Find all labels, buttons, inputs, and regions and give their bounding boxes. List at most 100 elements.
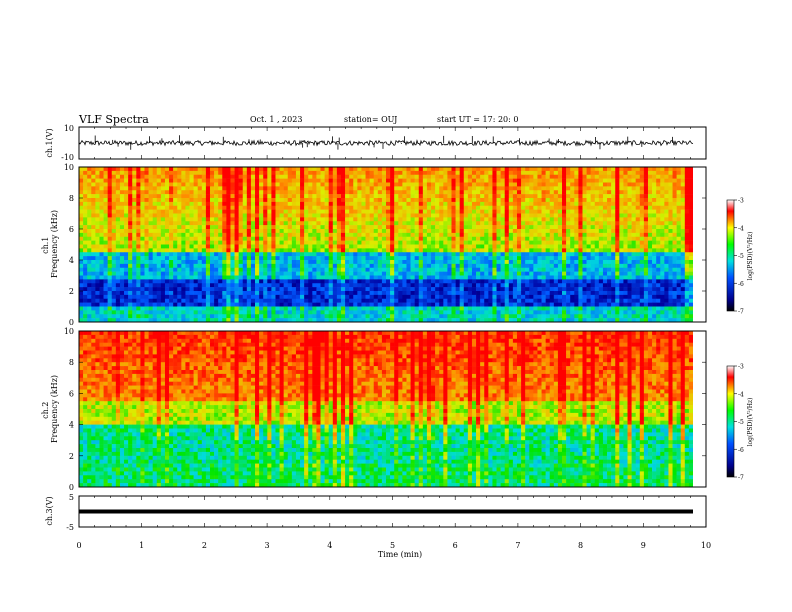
spectrogram-cell: [369, 217, 375, 222]
spectrogram-cell: [414, 201, 420, 207]
spectrogram-cell: [553, 221, 559, 226]
spectrogram-cell: [447, 213, 452, 218]
spectrogram-cell: [402, 186, 407, 191]
spectrogram-cell: [119, 170, 125, 176]
spectrogram-cell: [676, 167, 682, 172]
spectrogram-cell: [377, 194, 383, 199]
spectrogram-cell: [361, 225, 366, 230]
spectrogram-cell: [431, 240, 436, 245]
spectrogram-cell: [189, 229, 194, 234]
spectrogram-cell: [300, 221, 305, 226]
spectrogram-cell: [124, 213, 129, 218]
spectrogram-cell: [230, 248, 235, 253]
spectrogram-cell: [148, 283, 153, 288]
spectrogram-cell: [140, 279, 145, 284]
spectrogram-cell: [459, 287, 465, 292]
spectrogram-cell: [414, 182, 420, 187]
spectrogram-cell: [189, 170, 194, 176]
spectrogram-cell: [267, 283, 272, 288]
spectrogram-cell: [426, 205, 432, 210]
spectrogram-cell: [668, 252, 673, 257]
spectrogram-cell: [557, 248, 563, 253]
spectrogram-cell: [418, 252, 424, 257]
spectrogram-cell: [635, 217, 641, 222]
spectrogram-cell: [103, 256, 108, 261]
spectrogram-cell: [635, 182, 641, 187]
spectrogram-cell: [455, 263, 460, 269]
spectrogram-cell: [656, 170, 661, 176]
spectrogram-cell: [570, 201, 575, 207]
spectrogram-cell: [91, 221, 96, 226]
spectrogram-cell: [660, 275, 665, 280]
spectrogram-cell: [602, 205, 608, 210]
spectrogram-cell: [435, 170, 440, 176]
spectrogram-cell: [128, 248, 133, 253]
spectrogram-cell: [443, 229, 448, 234]
spectrogram-cell: [680, 263, 686, 269]
spectrogram-cell: [664, 232, 669, 238]
spectrogram-cell: [209, 279, 215, 284]
spectrogram-cell: [418, 267, 424, 272]
spectrogram-cell: [508, 279, 514, 284]
spectrogram-cell: [664, 178, 669, 183]
spectrogram-cell: [365, 256, 370, 261]
spectrogram-cell: [521, 244, 526, 249]
spectrogram-cell: [459, 256, 465, 261]
spectrogram-cell: [291, 236, 297, 241]
spectrogram-cell: [590, 182, 596, 187]
spectrogram-cell: [684, 194, 690, 199]
spectrogram-cell: [582, 190, 587, 195]
spectrogram-cell: [345, 225, 350, 230]
spectrogram-cell: [381, 225, 387, 230]
spectrogram-cell: [173, 209, 178, 214]
spectrogram-cell: [496, 263, 501, 269]
spectrogram-cell: [570, 225, 575, 230]
spectrogram-cell: [373, 283, 379, 288]
spectrogram-cell: [582, 279, 587, 284]
spectrogram-cell: [156, 244, 162, 249]
spectrogram-cell: [431, 279, 436, 284]
spectrogram-cell: [598, 244, 604, 249]
spectrogram-cell: [664, 279, 669, 284]
spectrogram-cell: [381, 205, 387, 210]
spectrogram-cell: [398, 287, 403, 292]
spectrogram-cell: [656, 240, 661, 245]
spectrogram-cell: [504, 260, 510, 265]
spectrogram-cell: [320, 260, 325, 265]
spectrogram-cell: [463, 229, 469, 234]
spectrogram-cell: [132, 252, 137, 257]
spectrogram-cell: [218, 279, 223, 284]
spectrogram-cell: [353, 248, 358, 253]
spectrogram-cell: [287, 291, 293, 296]
spectrogram-cell: [246, 236, 252, 241]
spectrogram-cell: [627, 252, 632, 257]
spectrogram-cell: [467, 240, 473, 245]
spectrogram-cell: [647, 279, 653, 284]
spectrogram-cell: [607, 279, 612, 284]
spectrogram-cell: [545, 267, 551, 272]
spectrogram-cell: [578, 174, 583, 179]
spectrogram-cell: [164, 291, 170, 296]
spectrogram-cell: [181, 205, 186, 210]
spectrogram-cell: [160, 201, 166, 207]
spectrogram-cell: [267, 167, 272, 172]
spectrogram-cell: [512, 182, 518, 187]
spectrogram-cell: [357, 275, 362, 280]
spectrogram-cell: [447, 232, 452, 238]
spectrogram-cell: [115, 275, 121, 280]
spectrogram-cell: [246, 225, 252, 230]
spectrogram-cell: [222, 283, 227, 288]
spectrogram-cell: [607, 260, 612, 265]
spectrogram-cell: [545, 209, 551, 214]
spectrogram-cell: [512, 198, 518, 203]
spectrogram-cell: [467, 283, 473, 288]
spectrogram-cell: [152, 178, 158, 183]
spectrogram-cell: [79, 283, 84, 288]
spectrogram-cell: [480, 186, 485, 191]
spectrogram-cell: [222, 260, 227, 265]
spectrogram-cell: [107, 279, 113, 284]
spectrogram-cell: [119, 283, 125, 288]
spectrogram-cell: [373, 287, 379, 292]
spectrogram-cell: [459, 283, 465, 288]
spectrogram-cell: [394, 248, 399, 253]
